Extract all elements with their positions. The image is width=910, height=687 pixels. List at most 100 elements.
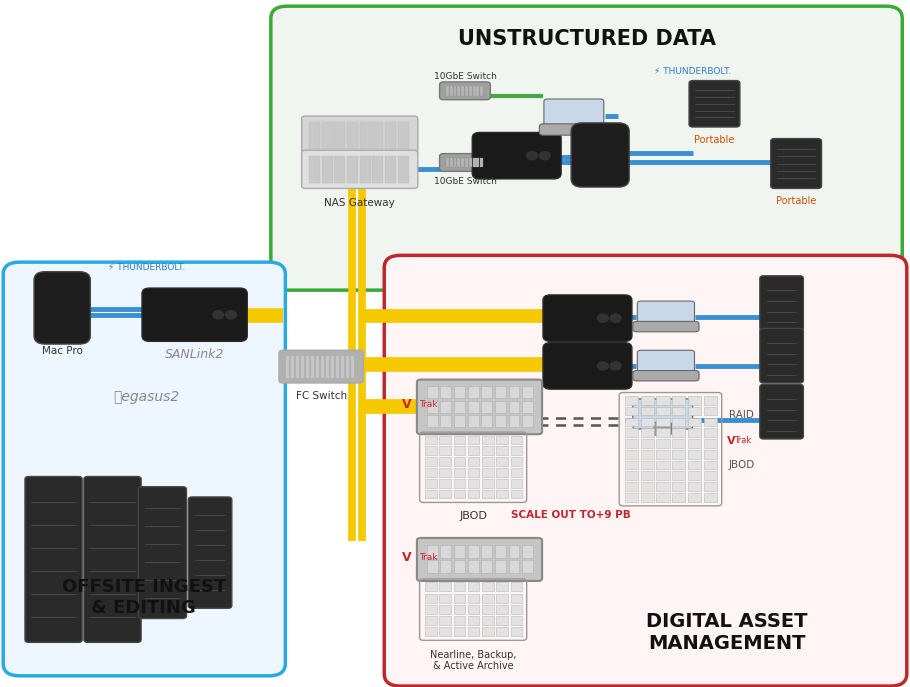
Bar (427, 401, 438, 413)
Bar (461, 86, 464, 95)
Bar (496, 436, 508, 444)
FancyBboxPatch shape (472, 133, 561, 179)
Bar (509, 545, 520, 558)
Bar (321, 356, 324, 378)
Bar (496, 490, 508, 498)
Bar (704, 428, 717, 437)
Bar (511, 594, 522, 602)
FancyBboxPatch shape (544, 99, 603, 125)
Bar (465, 86, 468, 95)
Bar (688, 493, 702, 502)
Bar (453, 605, 465, 614)
Bar (425, 627, 437, 636)
Bar (458, 86, 460, 95)
Bar (468, 594, 480, 602)
FancyBboxPatch shape (384, 256, 906, 686)
Bar (453, 479, 465, 488)
Bar (472, 86, 476, 95)
Text: OFFSITE INGEST
& EDITING: OFFSITE INGEST & EDITING (62, 578, 226, 617)
Bar (427, 545, 438, 558)
Bar (496, 605, 508, 614)
FancyBboxPatch shape (25, 477, 82, 642)
Bar (385, 156, 396, 183)
Bar (301, 356, 305, 378)
Bar (641, 471, 653, 480)
Bar (656, 482, 670, 491)
Text: 10GbE Switch: 10GbE Switch (433, 72, 497, 81)
FancyBboxPatch shape (632, 370, 699, 381)
Bar (482, 583, 493, 592)
Bar (454, 545, 465, 558)
Bar (482, 457, 493, 466)
Bar (468, 616, 480, 625)
Bar (468, 583, 480, 592)
Bar (641, 493, 653, 502)
Bar (427, 386, 438, 398)
Bar (511, 468, 522, 477)
Bar (511, 616, 522, 625)
Bar (468, 490, 480, 498)
Text: NAS Gateway: NAS Gateway (324, 198, 395, 208)
Bar (440, 627, 450, 636)
Bar (425, 479, 437, 488)
Bar (496, 616, 508, 625)
Bar (672, 439, 685, 448)
Bar (453, 468, 465, 477)
Bar (482, 436, 493, 444)
Bar (468, 401, 479, 413)
Bar (481, 386, 492, 398)
Bar (704, 450, 717, 459)
FancyBboxPatch shape (302, 150, 418, 188)
Bar (704, 482, 717, 491)
Bar (522, 560, 533, 574)
Bar (481, 401, 492, 413)
FancyBboxPatch shape (632, 322, 699, 332)
Bar (468, 468, 480, 477)
Bar (672, 428, 685, 437)
Bar (453, 457, 465, 466)
Bar (321, 156, 332, 183)
FancyBboxPatch shape (771, 139, 822, 188)
Text: Nearline, Backup,
& Active Archive: Nearline, Backup, & Active Archive (430, 650, 516, 671)
Bar (351, 356, 354, 378)
Bar (641, 450, 653, 459)
Bar (522, 401, 533, 413)
Circle shape (213, 311, 224, 319)
Bar (522, 415, 533, 427)
FancyBboxPatch shape (760, 328, 804, 383)
Bar (346, 356, 349, 378)
Bar (672, 461, 685, 469)
Bar (453, 447, 465, 455)
Bar (468, 436, 480, 444)
Bar (450, 86, 452, 95)
Bar (469, 86, 471, 95)
Bar (398, 122, 409, 149)
Bar (522, 545, 533, 558)
Bar (425, 490, 437, 498)
Bar (477, 158, 480, 167)
Bar (704, 493, 717, 502)
Bar (688, 471, 702, 480)
Bar (511, 436, 522, 444)
Bar (688, 418, 702, 426)
Bar (511, 447, 522, 455)
Bar (495, 386, 506, 398)
Bar (468, 545, 479, 558)
FancyBboxPatch shape (543, 295, 632, 341)
Bar (496, 583, 508, 592)
Bar (454, 386, 465, 398)
Bar (480, 158, 483, 167)
Bar (440, 560, 451, 574)
Bar (641, 461, 653, 469)
Bar (440, 479, 450, 488)
Bar (482, 490, 493, 498)
Bar (672, 450, 685, 459)
Bar (704, 439, 717, 448)
Bar (316, 356, 319, 378)
Bar (287, 356, 289, 378)
Bar (347, 156, 358, 183)
Bar (468, 386, 479, 398)
FancyBboxPatch shape (188, 497, 232, 608)
Bar (482, 627, 493, 636)
Bar (425, 583, 437, 592)
